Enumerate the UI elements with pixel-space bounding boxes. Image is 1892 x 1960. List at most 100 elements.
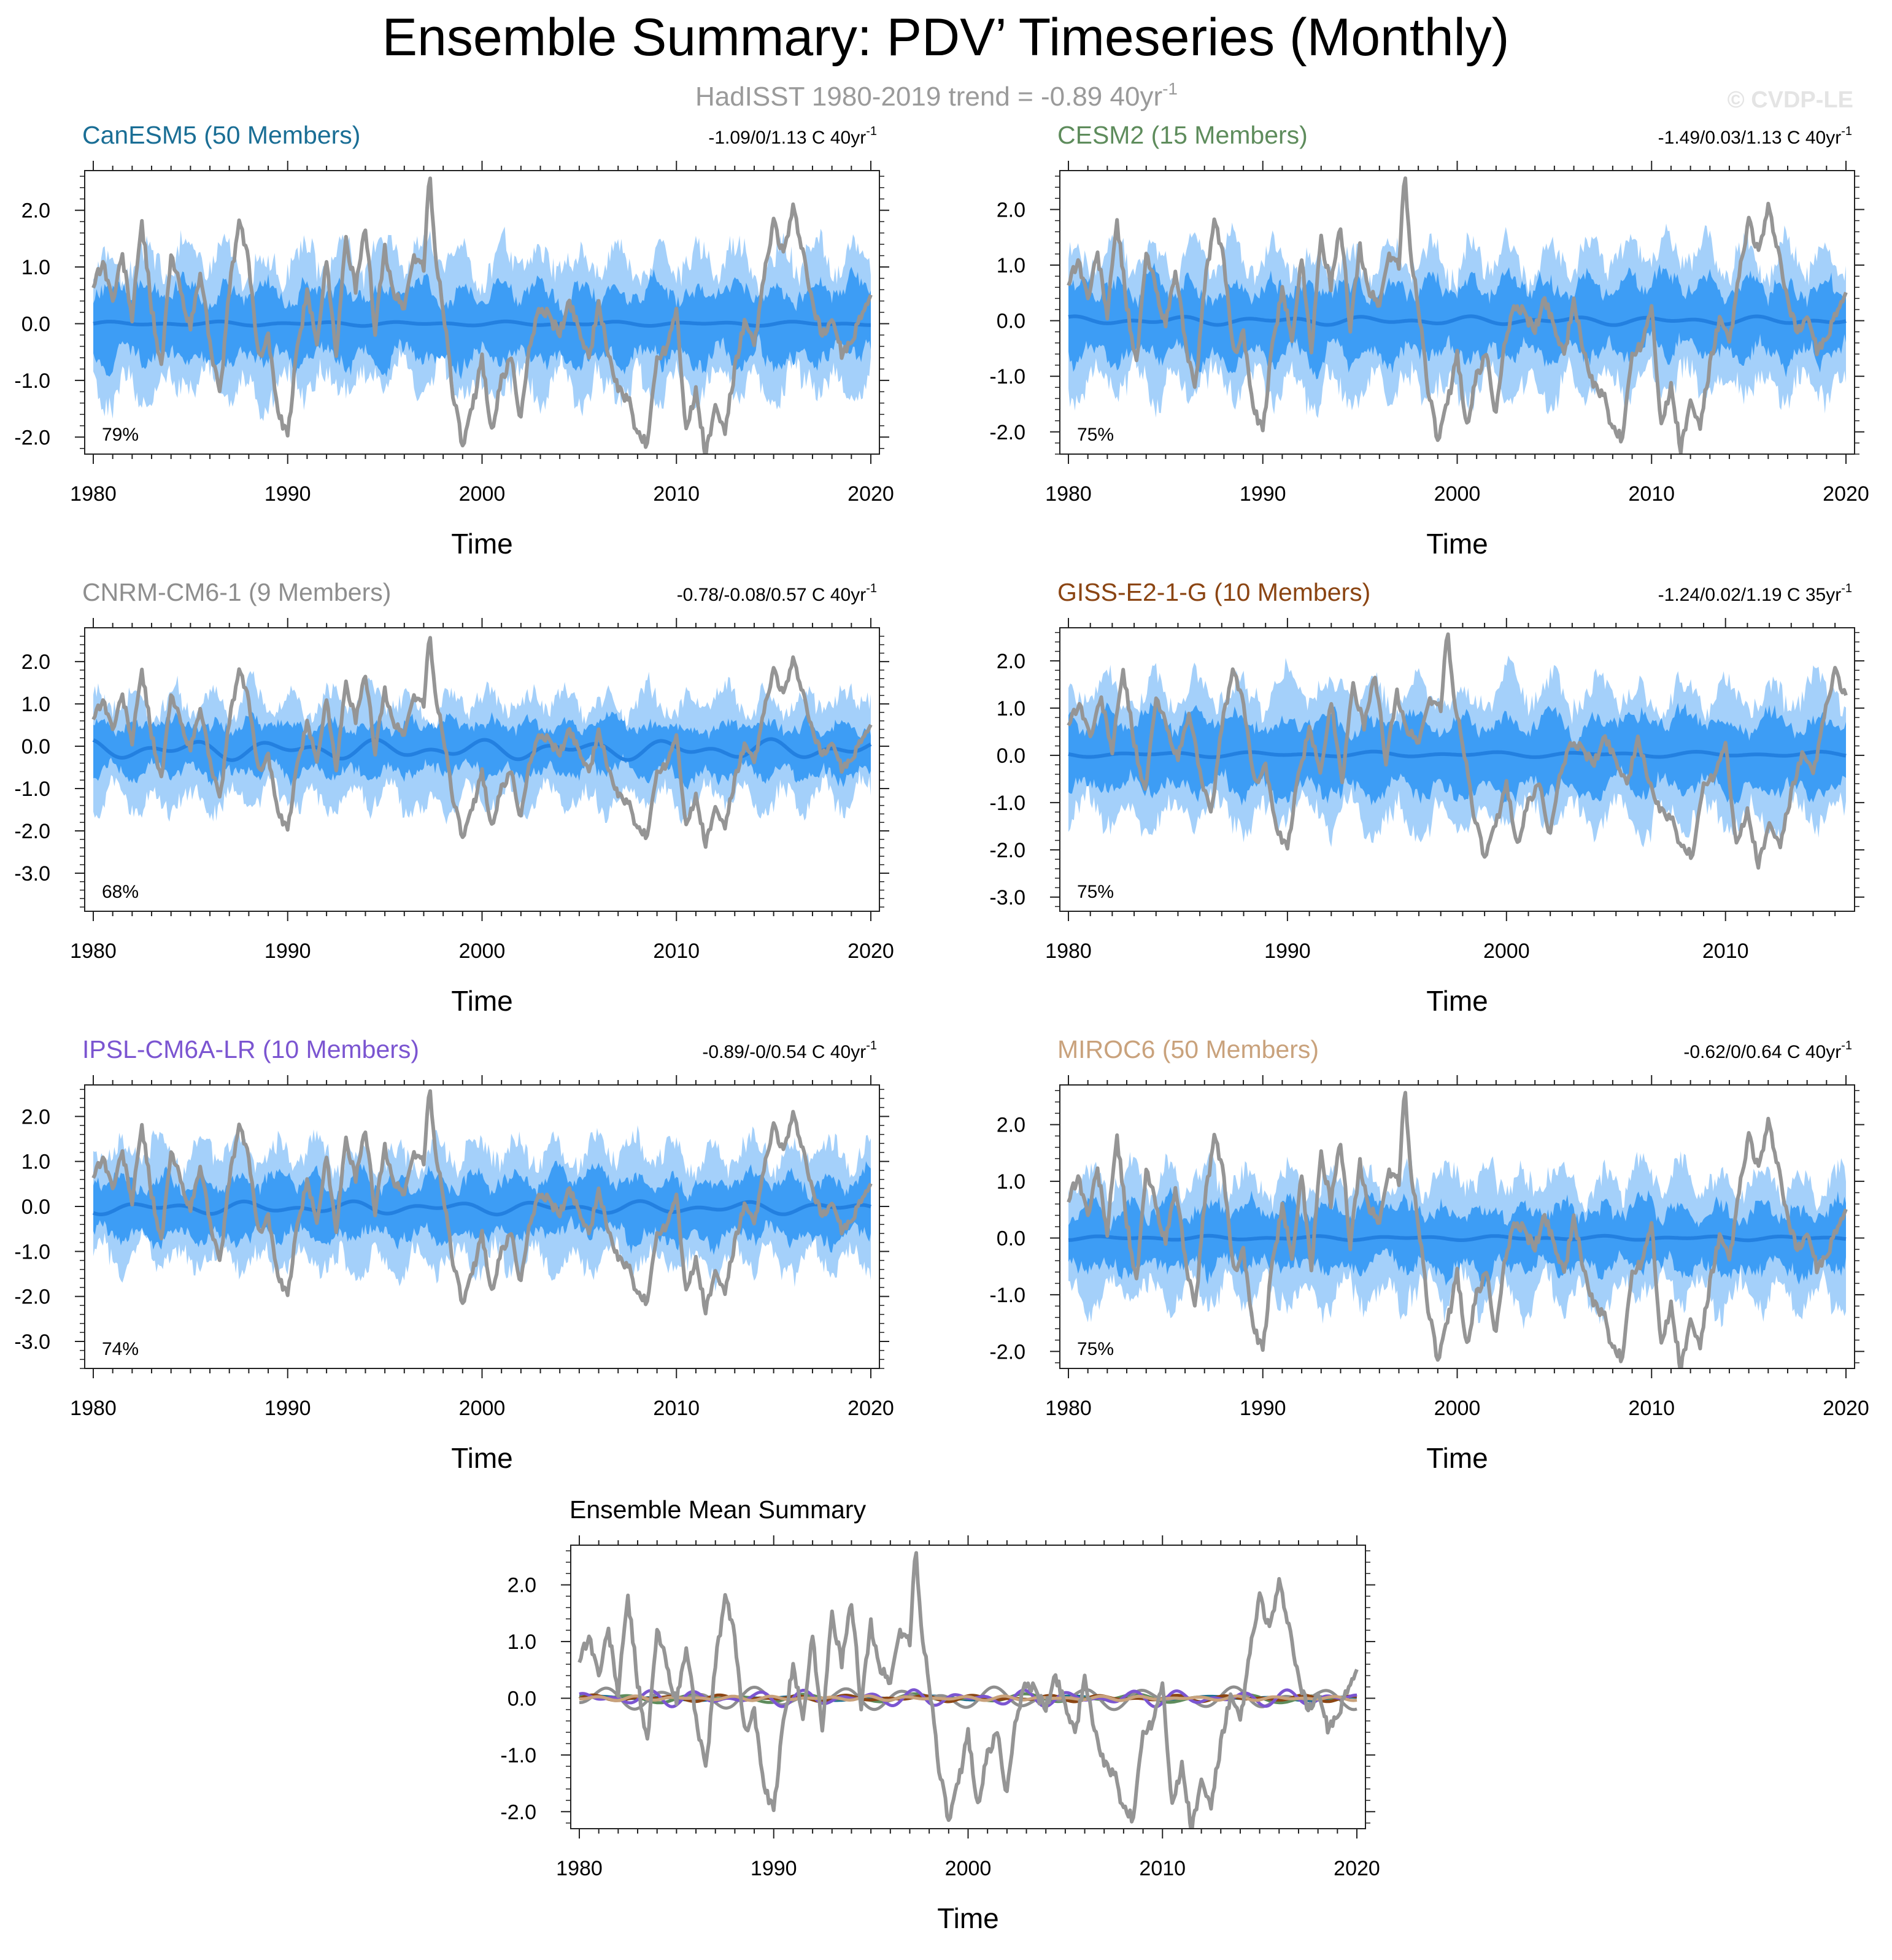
trend-superscript: -1 bbox=[1841, 125, 1852, 138]
y-tick-label: 2.0 bbox=[997, 198, 1025, 222]
y-tick-label: 0.0 bbox=[997, 310, 1025, 333]
x-tick-label: 1990 bbox=[1264, 939, 1311, 963]
x-tick-label: 2000 bbox=[459, 939, 506, 963]
trend-value: -1.24/0.02/1.19 C 35yr bbox=[1658, 585, 1842, 605]
x-tick-label: 2000 bbox=[1483, 939, 1530, 963]
y-tick-label: 0.0 bbox=[997, 1227, 1025, 1250]
x-tick-label: 1980 bbox=[70, 939, 117, 963]
panel-cnrm-cm6-1: 1980 1990 2000 2010 2020 2.0 1.0 0.0 -1.0 -2.0 -3.… bbox=[14, 578, 894, 1017]
y-tick-label: -3.0 bbox=[14, 1330, 50, 1354]
panel-title: CNRM-CM6-1 (9 Members) bbox=[82, 578, 391, 606]
panel-title: MIROC6 (50 Members) bbox=[1057, 1035, 1319, 1063]
ensemble-mean-line bbox=[93, 319, 871, 328]
trend-superscript: -1 bbox=[866, 1039, 877, 1052]
observations-line bbox=[577, 1551, 1359, 1829]
trend-superscript: -1 bbox=[866, 125, 877, 138]
y-tick-label: 1.0 bbox=[21, 256, 50, 279]
x-tick-label: 1980 bbox=[1045, 1397, 1092, 1420]
x-tick-label: 2010 bbox=[1628, 482, 1675, 506]
x-tick-label: 2000 bbox=[459, 482, 506, 506]
x-tick-label: 2020 bbox=[848, 482, 894, 506]
observations-line bbox=[1067, 176, 1848, 454]
x-tick-label: 2000 bbox=[459, 1397, 506, 1420]
y-tick-label: -3.0 bbox=[989, 886, 1025, 909]
trend-value: -0.78/-0.08/0.57 C 40yr bbox=[677, 585, 867, 605]
y-tick-label: 0.0 bbox=[508, 1687, 536, 1710]
y-tick-label: -2.0 bbox=[14, 1286, 50, 1309]
plot-area bbox=[91, 636, 873, 849]
y-tick-label: -2.0 bbox=[500, 1800, 536, 1824]
y-tick-label: 2.0 bbox=[21, 1105, 50, 1129]
figure-title: Ensemble Summary: PDV’ Timeseries (Month… bbox=[382, 8, 1510, 67]
x-tick-label: 2020 bbox=[1823, 482, 1869, 506]
y-tick-label: -2.0 bbox=[989, 839, 1025, 862]
y-tick-label: 2.0 bbox=[997, 1114, 1025, 1137]
y-tick-label: 1.0 bbox=[997, 697, 1025, 720]
y-tick-label: 0.0 bbox=[21, 312, 50, 336]
x-axis-label: Time bbox=[1426, 985, 1488, 1017]
pattern-correlation-label: 75% bbox=[1077, 882, 1114, 902]
x-tick-label: 2010 bbox=[653, 1397, 700, 1420]
y-tick-label: 2.0 bbox=[508, 1574, 536, 1597]
y-tick-label: -1.0 bbox=[14, 1240, 50, 1264]
y-tick-label: -2.0 bbox=[989, 421, 1025, 444]
x-axis-label: Time bbox=[1426, 1442, 1488, 1474]
plot-frame bbox=[1059, 627, 1855, 912]
trend-label: -1.09/0/1.13 C 40yr-1 bbox=[708, 125, 877, 148]
observations-line bbox=[91, 1089, 873, 1316]
x-tick-label: 1990 bbox=[1240, 482, 1286, 506]
x-axis-label: Time bbox=[451, 528, 513, 560]
panel-miroc6: 1980 1990 2000 2010 2020 2.0 1.0 0.0 -1.0 -2.0 Tim… bbox=[989, 1035, 1869, 1474]
y-tick-label: -2.0 bbox=[14, 820, 50, 843]
x-tick-label: 2020 bbox=[848, 1397, 894, 1420]
x-axis-label: Time bbox=[451, 985, 513, 1017]
y-tick-label: -1.0 bbox=[500, 1744, 536, 1767]
pattern-correlation-label: 74% bbox=[102, 1339, 139, 1359]
x-tick-label: 1980 bbox=[1045, 939, 1092, 963]
panel-cesm2: 1980 1990 2000 2010 2020 2.0 1.0 0.0 -1.0 -2.0 Tim… bbox=[989, 121, 1869, 560]
x-axis-label: Time bbox=[937, 1902, 999, 1934]
x-tick-label: 1990 bbox=[1240, 1397, 1286, 1420]
panel-title: IPSL-CM6A-LR (10 Members) bbox=[82, 1035, 419, 1063]
observations-line bbox=[1067, 1090, 1848, 1368]
y-tick-label: 1.0 bbox=[508, 1630, 536, 1654]
pattern-correlation-label: 75% bbox=[1077, 425, 1114, 445]
x-tick-label: 2020 bbox=[848, 939, 894, 963]
trend-label: -0.89/-0/0.54 C 40yr-1 bbox=[702, 1039, 877, 1062]
y-tick-label: -1.0 bbox=[989, 792, 1025, 815]
x-tick-label: 2000 bbox=[1434, 1397, 1481, 1420]
panel-title: CanESM5 (50 Members) bbox=[82, 121, 360, 149]
x-tick-label: 1990 bbox=[751, 1857, 797, 1880]
trend-superscript: -1 bbox=[1841, 582, 1852, 595]
y-tick-label: 0.0 bbox=[21, 1195, 50, 1219]
inner-band bbox=[1068, 1187, 1846, 1288]
x-tick-label: 2010 bbox=[1702, 939, 1749, 963]
ensemble-mean-line bbox=[1068, 1233, 1847, 1243]
series-line-miroc6 bbox=[579, 1694, 1357, 1702]
x-tick-label: 2010 bbox=[1139, 1857, 1186, 1880]
plot-area bbox=[91, 1089, 873, 1316]
watermark: © CVDP-LE bbox=[1728, 87, 1853, 113]
y-tick-label: 1.0 bbox=[997, 1170, 1025, 1194]
plot-area bbox=[1067, 632, 1848, 870]
x-tick-label: 1990 bbox=[264, 1397, 311, 1420]
trend-value: -1.49/0.03/1.13 C 40yr bbox=[1658, 128, 1842, 148]
y-tick-label: -2.0 bbox=[989, 1340, 1025, 1364]
ensemble-mean-line bbox=[1068, 314, 1847, 327]
panel-canesm5: 1980 1990 2000 2010 2020 2.0 1.0 0.0 -1.0 -2.0 Tim… bbox=[14, 121, 894, 560]
x-axis-label: Time bbox=[1426, 528, 1488, 560]
panel-title: Ensemble Mean Summary bbox=[570, 1495, 867, 1524]
trend-label: -0.78/-0.08/0.57 C 40yr-1 bbox=[677, 582, 877, 605]
observations-line bbox=[91, 176, 873, 454]
y-tick-label: 0.0 bbox=[21, 735, 50, 758]
x-tick-label: 1990 bbox=[264, 939, 311, 963]
trend-label: -1.49/0.03/1.13 C 40yr-1 bbox=[1658, 125, 1852, 148]
observations-line bbox=[91, 636, 873, 849]
x-tick-label: 2010 bbox=[1628, 1397, 1675, 1420]
trend-superscript: -1 bbox=[866, 582, 877, 595]
x-tick-label: 2020 bbox=[1823, 1397, 1869, 1420]
pattern-correlation-label: 68% bbox=[102, 882, 139, 902]
y-tick-label: 2.0 bbox=[21, 650, 50, 674]
y-tick-label: -3.0 bbox=[14, 862, 50, 885]
pattern-correlation-label: 79% bbox=[102, 425, 139, 445]
